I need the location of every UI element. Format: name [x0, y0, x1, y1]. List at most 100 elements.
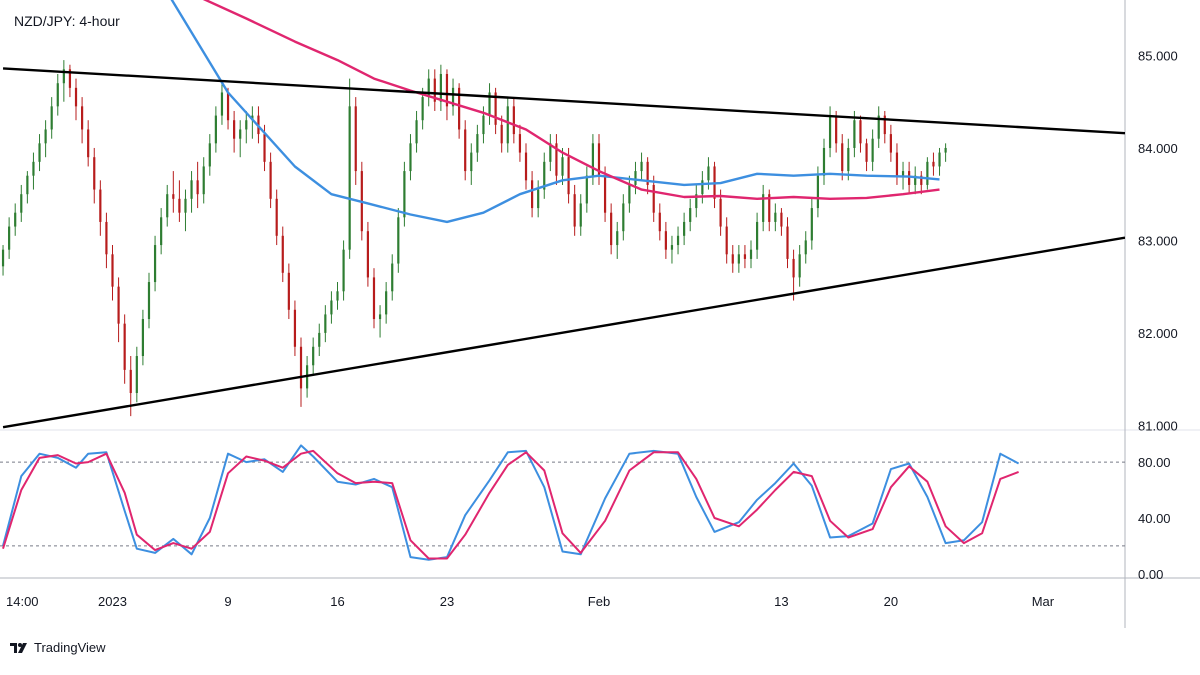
candle[interactable]	[640, 152, 643, 181]
candle[interactable]	[768, 189, 771, 232]
candle[interactable]	[354, 97, 357, 185]
candle[interactable]	[737, 245, 740, 273]
candle[interactable]	[652, 175, 655, 222]
candle[interactable]	[725, 217, 728, 264]
candle[interactable]	[683, 212, 686, 246]
candle[interactable]	[865, 138, 868, 172]
candle[interactable]	[299, 337, 303, 407]
candle[interactable]	[251, 106, 254, 139]
candle[interactable]	[573, 184, 576, 236]
stochastic-d-line[interactable]	[2, 449, 1019, 560]
candle[interactable]	[44, 120, 47, 158]
candle[interactable]	[87, 120, 90, 167]
candle[interactable]	[889, 124, 892, 162]
candle[interactable]	[762, 184, 765, 232]
candle[interactable]	[494, 87, 497, 135]
candle[interactable]	[585, 166, 588, 213]
support-trendline[interactable]	[2, 236, 1125, 429]
candle[interactable]	[610, 203, 613, 255]
candle[interactable]	[895, 143, 899, 185]
moving-average-slow-line[interactable]	[3, 0, 940, 200]
candle[interactable]	[804, 231, 807, 264]
candle[interactable]	[859, 115, 862, 153]
candle[interactable]	[226, 87, 230, 130]
candle[interactable]	[938, 147, 941, 176]
candle[interactable]	[451, 78, 455, 116]
candle[interactable]	[105, 212, 108, 269]
candle[interactable]	[792, 249, 795, 301]
candle[interactable]	[403, 161, 406, 227]
candle[interactable]	[518, 124, 522, 162]
candle[interactable]	[701, 171, 704, 204]
candle[interactable]	[433, 69, 436, 111]
candle[interactable]	[689, 198, 692, 232]
candle[interactable]	[719, 189, 722, 236]
candle[interactable]	[129, 356, 132, 417]
candle[interactable]	[755, 212, 759, 259]
candle[interactable]	[561, 147, 564, 185]
candle[interactable]	[670, 235, 674, 264]
candle[interactable]	[190, 171, 193, 213]
candle[interactable]	[476, 124, 479, 162]
candle[interactable]	[835, 110, 838, 153]
candle[interactable]	[616, 221, 619, 259]
candle[interactable]	[524, 143, 528, 190]
candle[interactable]	[385, 282, 388, 324]
candle[interactable]	[822, 138, 826, 185]
candle[interactable]	[275, 189, 278, 246]
candle[interactable]	[914, 166, 917, 195]
price-axis[interactable]: 85.000 84.000 83.000 82.000 81.000	[1138, 48, 1178, 433]
time-axis[interactable]: 14:00 2023 9 16 23 Feb 13 20 Mar	[6, 594, 1055, 609]
candle[interactable]	[458, 83, 461, 139]
candle[interactable]	[841, 134, 844, 181]
candle[interactable]	[372, 268, 376, 329]
candle[interactable]	[342, 240, 345, 301]
candle[interactable]	[208, 134, 211, 176]
candle[interactable]	[397, 208, 400, 273]
candle[interactable]	[172, 171, 175, 213]
candle[interactable]	[944, 143, 947, 162]
candle[interactable]	[883, 110, 886, 144]
candle[interactable]	[8, 217, 11, 259]
candle[interactable]	[597, 134, 601, 185]
candle[interactable]	[920, 171, 923, 195]
candle[interactable]	[713, 161, 716, 209]
candle[interactable]	[50, 97, 53, 139]
tradingview-brand[interactable]: TradingView	[10, 640, 106, 655]
candle[interactable]	[932, 152, 935, 176]
candle[interactable]	[439, 64, 442, 111]
candle[interactable]	[26, 171, 29, 204]
candle[interactable]	[658, 203, 661, 241]
candle[interactable]	[622, 194, 625, 241]
candle[interactable]	[336, 282, 339, 310]
candle[interactable]	[555, 134, 558, 185]
candle[interactable]	[676, 226, 680, 255]
candle[interactable]	[743, 245, 747, 269]
candle[interactable]	[366, 221, 370, 287]
candle[interactable]	[567, 147, 570, 204]
candle[interactable]	[117, 277, 120, 343]
stochastic-pane[interactable]	[0, 444, 1125, 561]
candle[interactable]	[111, 245, 114, 301]
candle[interactable]	[318, 323, 321, 357]
candle[interactable]	[926, 157, 929, 190]
candle[interactable]	[293, 300, 297, 357]
candle[interactable]	[62, 60, 65, 102]
candle[interactable]	[530, 171, 534, 218]
candle[interactable]	[391, 254, 394, 301]
candle[interactable]	[506, 97, 509, 153]
candle[interactable]	[908, 161, 911, 195]
candle[interactable]	[512, 97, 515, 144]
candle[interactable]	[549, 134, 552, 172]
candle[interactable]	[543, 152, 546, 199]
candle[interactable]	[664, 221, 667, 259]
candle[interactable]	[220, 83, 224, 125]
candle[interactable]	[500, 115, 503, 153]
candle[interactable]	[56, 73, 59, 116]
candle[interactable]	[214, 106, 217, 153]
candle[interactable]	[409, 134, 412, 181]
candle[interactable]	[877, 106, 880, 148]
candle[interactable]	[281, 226, 284, 283]
candle[interactable]	[786, 217, 789, 269]
